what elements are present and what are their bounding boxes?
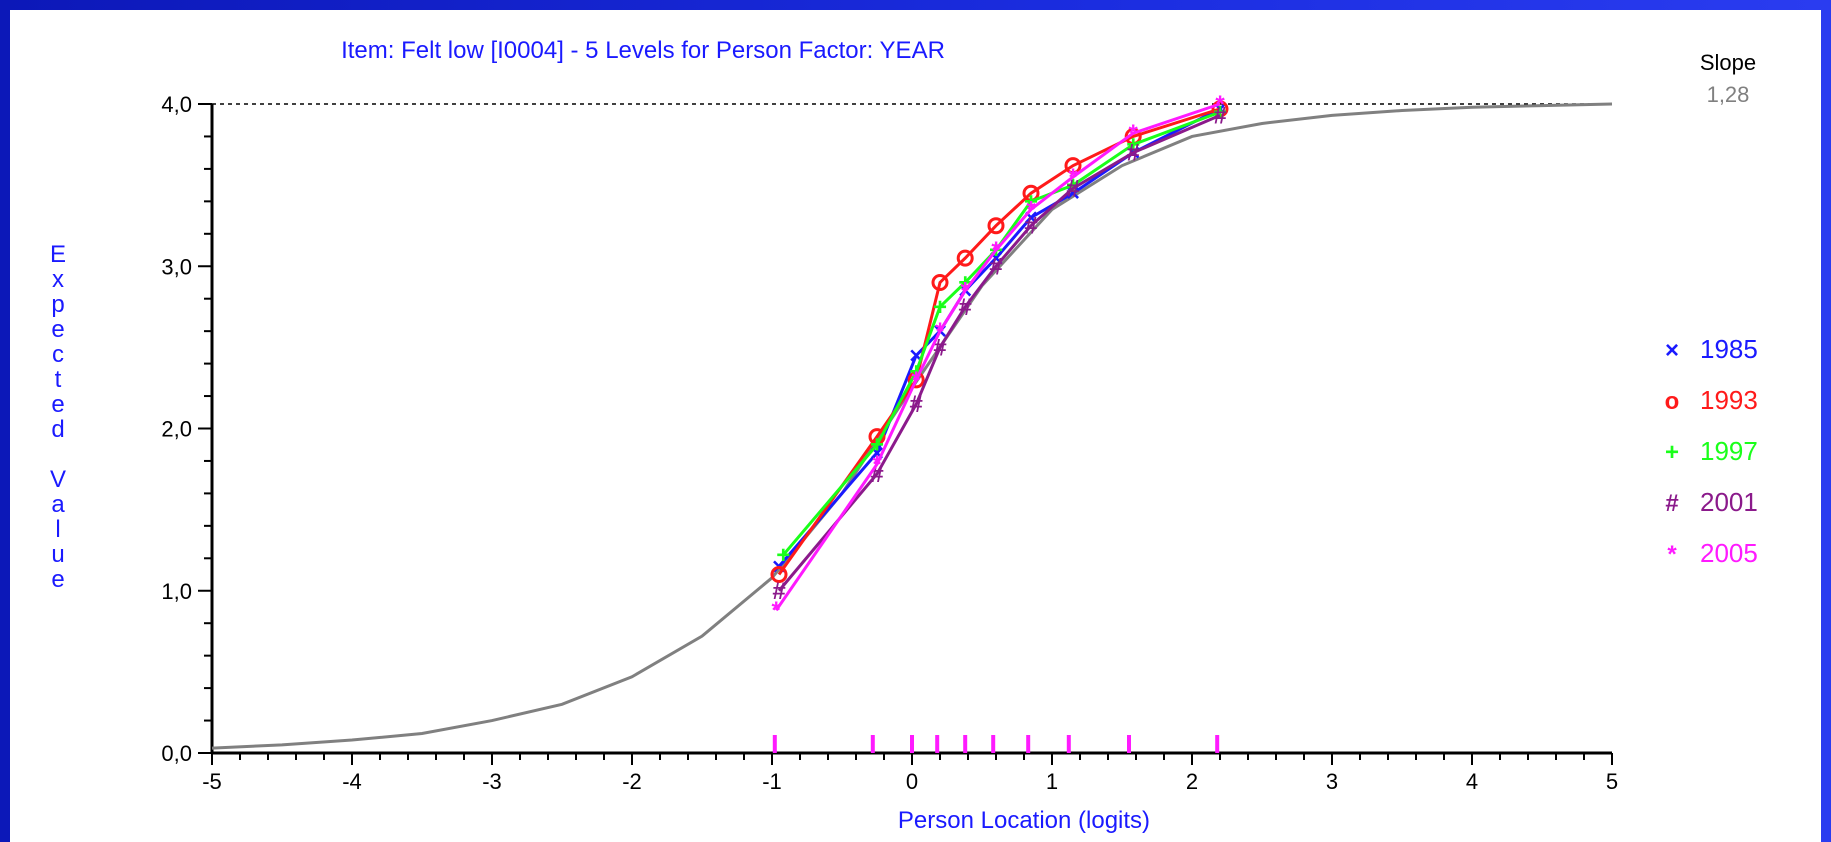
x-tick-label: 1: [1046, 769, 1058, 794]
legend-marker-1993: o: [1665, 388, 1680, 415]
y-axis-title-letter: c: [52, 341, 64, 368]
series-line-2005: [774, 102, 1221, 612]
y-axis-title-letter: p: [51, 291, 64, 318]
legend-marker-2001: #: [1665, 490, 1678, 517]
data-point-2001: #: [989, 253, 1002, 280]
data-point-2005: *: [912, 367, 922, 394]
data-point-2001: #: [772, 578, 785, 605]
chart-panel: Item: Felt low [I0004] - 5 Levels for Pe…: [10, 10, 1821, 842]
legend-label-2001: 2001: [1700, 487, 1758, 517]
y-axis-title-letter: V: [50, 466, 66, 493]
x-tick-label: -5: [202, 769, 222, 794]
series-2005: * * * * * * * * * *: [772, 91, 1226, 624]
model-curve: [211, 102, 1613, 750]
data-point-1997: +: [958, 269, 972, 296]
data-point-2005: *: [772, 597, 782, 624]
x-tick-label: 3: [1326, 769, 1338, 794]
data-point-1997: +: [933, 294, 947, 321]
series-line-1993: [777, 107, 1221, 576]
y-axis-title-letter: e: [51, 391, 64, 418]
y-axis-title-letter: d: [51, 416, 64, 443]
chart-title: Item: Felt low [I0004] - 5 Levels for Pe…: [341, 37, 945, 64]
legend-label-1993: 1993: [1700, 385, 1758, 415]
data-point-2005: *: [872, 451, 882, 478]
y-axis-title-letter: a: [51, 491, 65, 518]
y-axis-title-letter: t: [55, 366, 62, 393]
y-axis-title-letter: u: [51, 541, 64, 568]
legend-label-1997: 1997: [1700, 436, 1758, 466]
data-point-2001: #: [1024, 213, 1037, 240]
data-point-2005: *: [935, 318, 945, 345]
data-point-2001: #: [1213, 102, 1226, 129]
y-axis-title-letter: e: [51, 566, 64, 593]
y-tick-label: 3,0: [161, 254, 192, 279]
data-point-2001: #: [1066, 175, 1079, 202]
data-point-2001: #: [959, 294, 972, 321]
x-axis-title: Person Location (logits): [898, 807, 1150, 834]
data-point-1993: [956, 249, 974, 267]
legend-marker-2005: *: [1667, 541, 1677, 568]
data-point-2005: *: [991, 237, 1001, 264]
series-1985: ××××××××××: [772, 96, 1227, 581]
data-point-1993: [931, 273, 949, 291]
legend-label-1985: 1985: [1700, 334, 1758, 364]
legend-marker-1997: +: [1665, 439, 1679, 466]
series-1993: [770, 100, 1229, 584]
x-tick-label: 2: [1186, 769, 1198, 794]
data-point-2005: *: [1068, 164, 1078, 191]
y-axis-title-letter: l: [55, 516, 60, 543]
data-point-1997: +: [776, 542, 790, 569]
data-point-2001: #: [1127, 140, 1140, 167]
y-tick-label: 1,0: [161, 579, 192, 604]
x-tick-label: -4: [342, 769, 362, 794]
y-axis-title-letter: x: [52, 266, 64, 293]
data-point-2005: *: [1129, 120, 1139, 147]
y-axis-title-letter: e: [51, 316, 64, 343]
series-line-1985: [777, 107, 1221, 568]
legend: × 1985 o 1993 + 1997 # 2001 * 2005: [1665, 334, 1758, 568]
x-tick-label: -3: [482, 769, 502, 794]
data-point-2001: #: [910, 391, 923, 418]
y-tick-label: 0,0: [161, 741, 192, 766]
x-tick-label: -2: [622, 769, 642, 794]
legend-label-2005: 2005: [1700, 538, 1758, 568]
x-tick-label: 4: [1466, 769, 1478, 794]
data-point-2005: *: [1026, 196, 1036, 223]
data-point-1993: [987, 217, 1005, 235]
slope-label: Slope: [1700, 50, 1756, 75]
icc-chart: Item: Felt low [I0004] - 5 Levels for Pe…: [50, 37, 1758, 834]
slope-value: 1,28: [1707, 82, 1750, 107]
y-tick-label: 2,0: [161, 417, 192, 442]
data-point-2005: *: [1215, 91, 1225, 118]
y-axis-title-letter: E: [50, 241, 66, 268]
series-1997: ++++++++++: [776, 99, 1227, 569]
axes: 0,0 1,0 2,0 3,0 4,0 -5 -4 -3 -2 -1 0 1 2 3 4 5: [161, 92, 1618, 794]
data-point-1997: +: [909, 359, 923, 386]
series-line-1997: [782, 110, 1221, 557]
x-tick-label: 5: [1606, 769, 1618, 794]
model-curve-layer: [211, 102, 1613, 750]
data-point-1997: +: [870, 432, 884, 459]
data-point-1993: [1064, 157, 1082, 175]
series-line-2001: [777, 113, 1221, 592]
data-point-2005: *: [961, 278, 971, 305]
legend-marker-1985: ×: [1665, 337, 1679, 364]
y-tick-label: 4,0: [161, 92, 192, 117]
data-point-1993: [770, 566, 788, 584]
series-2001: ##########: [772, 102, 1226, 604]
series-layer: ××××××××××++++++++++##########**********: [770, 91, 1229, 624]
x-tick-label: -1: [762, 769, 782, 794]
rug-layer: [772, 735, 1220, 753]
x-tick-label: 0: [906, 769, 918, 794]
